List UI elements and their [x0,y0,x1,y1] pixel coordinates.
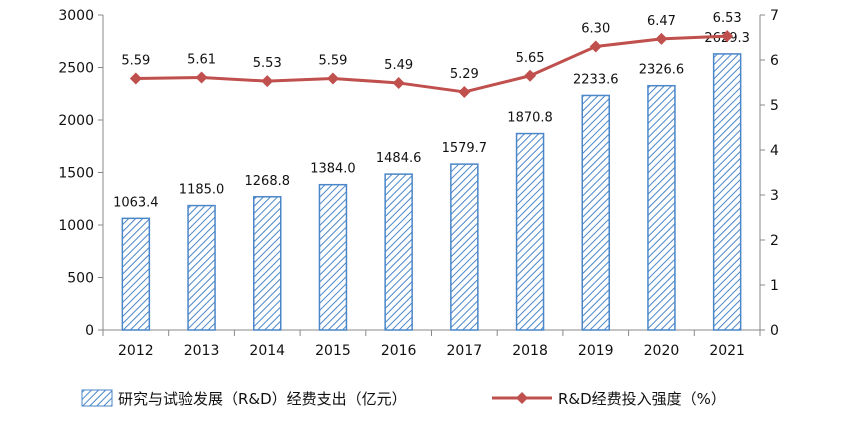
bar [253,196,282,331]
bar-data-label: 1268.8 [245,174,291,189]
y-right-tick-label: 3 [770,188,779,204]
x-tick-label: 2018 [512,343,548,359]
line-point [589,40,602,53]
line-data-label: 5.61 [187,53,216,68]
y-left-tick-label: 0 [85,323,94,339]
bar [121,217,151,331]
x-tick-label: 2020 [644,343,680,359]
line-point [326,72,339,85]
y-right-tick-label: 0 [770,323,779,339]
y-left-tick-label: 500 [67,271,94,287]
bar-data-label: 2233.6 [573,72,619,87]
y-left-tick-label: 2000 [58,113,94,129]
x-tick-label: 2019 [578,343,614,359]
bar [450,163,479,331]
line-point [129,72,142,85]
x-tick-label: 2017 [447,343,483,359]
legend-bar-swatch [81,389,113,407]
y-right-tick-label: 5 [770,98,779,114]
y-right-tick-label: 1 [770,278,779,294]
legend-line-label: R&D经费投入强度（%） [558,390,726,408]
y-right-tick-label: 6 [770,53,779,69]
line-data-label: 5.49 [384,58,413,73]
line-point [524,69,537,82]
x-tick-label: 2012 [118,343,154,359]
x-tick-label: 2015 [315,343,351,359]
line-series [135,34,728,94]
y-left-tick-label: 1500 [58,166,94,182]
bar-data-label: 1484.6 [376,151,422,166]
y-right-tick-label: 7 [770,8,779,24]
line-point [261,75,274,88]
bar [581,94,610,331]
line-data-label: 6.47 [647,14,676,29]
line-point [195,71,208,84]
y-right-tick-label: 4 [770,143,779,159]
bar [384,173,413,331]
bar-data-label: 1063.4 [113,195,159,210]
bar [515,132,545,331]
x-tick-label: 2016 [381,343,417,359]
bars-group [121,53,742,331]
y-left-tick-label: 1000 [58,218,94,234]
line-data-label: 6.30 [581,22,610,37]
x-tick-label: 2021 [709,343,745,359]
x-tick-label: 2013 [184,343,220,359]
bar-data-label: 1384.0 [310,162,356,177]
line-point [392,76,405,89]
line-labels-group: 5.59 5.61 5.53 5.59 5.49 5.29 5.65 6.30 6.47 6.53 [121,11,741,82]
legend-line-marker [516,392,528,404]
bar [712,53,742,331]
line-data-label: 6.53 [713,11,742,26]
legend-bar-label: 研究与试验发展（R&D）经费支出（亿元） [118,390,407,408]
line-point [458,85,471,98]
line-data-label: 5.59 [121,53,150,68]
bar-data-label: 1579.7 [442,141,488,156]
line-data-label: 5.65 [516,51,545,66]
legend: 研究与试验发展（R&D）经费支出（亿元） R&D经费投入强度（%） [81,389,726,408]
x-tick-label: 2014 [249,343,285,359]
bar [187,204,216,331]
bar [318,183,348,331]
y-left-tick-label: 3000 [58,8,94,24]
line-point [655,32,668,45]
line-data-label: 5.53 [253,56,282,71]
line-data-label: 5.59 [318,53,347,68]
line-group [129,30,734,98]
bar-labels-group: 1063.4 1185.0 1268.8 1384.0 1484.6 1579.7 1870… [113,31,750,210]
bar-data-label: 1185.0 [179,183,225,198]
y-right-tick-label: 2 [770,233,779,249]
y-left-tick-label: 2500 [58,61,94,77]
bar-data-label: 1870.8 [507,111,553,126]
bar [647,84,676,331]
line-data-label: 5.29 [450,67,479,82]
bar-data-label: 2326.6 [639,63,685,78]
line-point [721,30,734,43]
